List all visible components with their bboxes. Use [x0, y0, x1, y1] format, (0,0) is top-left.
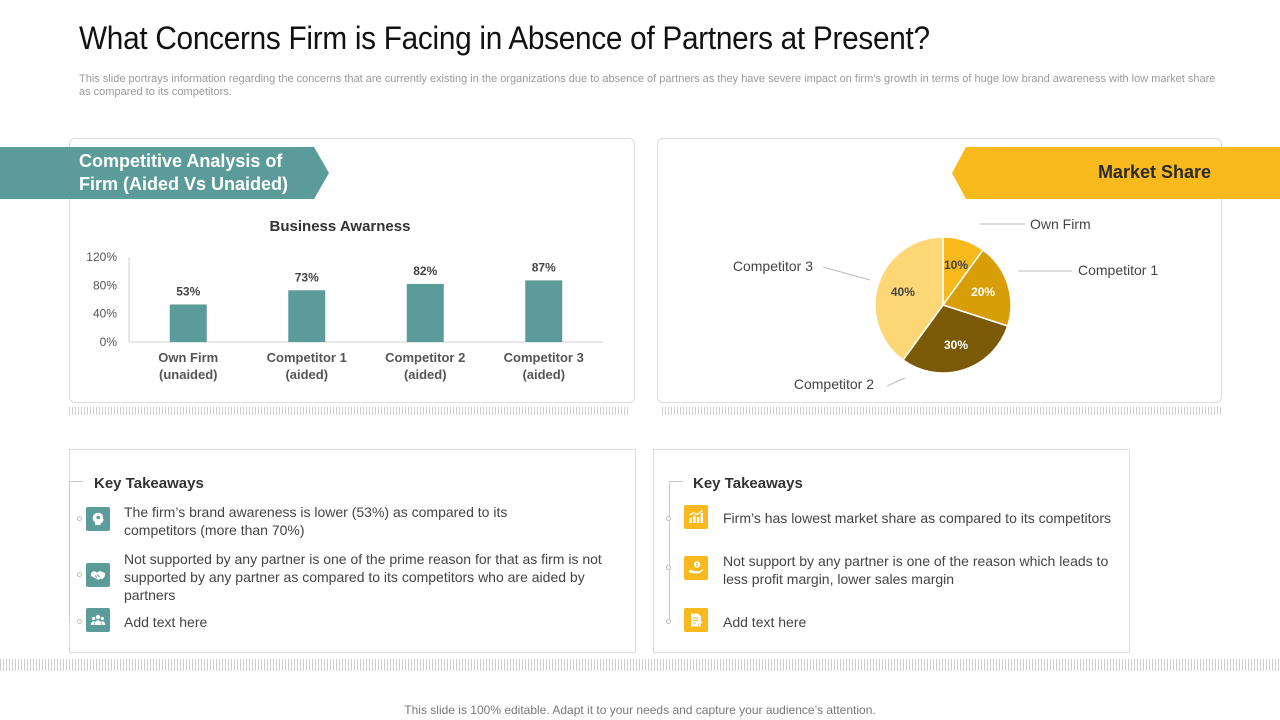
takeaways-right-panel: [653, 449, 1130, 653]
bottom-stripes: [0, 659, 1280, 671]
takeaway-right-1: Firm’s has lowest market share as compar…: [723, 510, 1111, 526]
takeaway-left-2: Not supported by any partner is one of t…: [124, 551, 602, 603]
hand-money-icon: [684, 556, 708, 580]
left-bullet-dot: [77, 619, 82, 624]
takeaway-right-2: Not support by any partner is one of the…: [723, 553, 1109, 587]
left-connector-top: [69, 481, 83, 482]
banner-line-1: Competitive Analysis of: [79, 151, 283, 171]
takeaways-right-title: Key Takeaways: [693, 475, 803, 492]
market-chart-icon: [684, 505, 708, 529]
handshake-icon: [86, 563, 110, 587]
right-connector-top: [669, 481, 683, 482]
left-connector-line: [69, 481, 70, 622]
bar-chart-title: Business Awarness: [269, 218, 411, 235]
takeaway-right-3: Add text here: [723, 614, 807, 630]
takeaway-left-3: Add text here: [124, 614, 208, 630]
head-idea-icon: [86, 507, 110, 531]
takeaway-left-1: The firm’s brand awareness is lower (53%…: [124, 504, 508, 538]
right-connector-line: [669, 481, 670, 622]
banner-line-2: Firm (Aided Vs Unaided): [79, 174, 289, 194]
right-panel-stripes: [662, 407, 1222, 415]
competitive-analysis-banner: Competitive Analysis of Firm (Aided Vs U…: [0, 147, 329, 199]
right-bullet-dot: [666, 516, 671, 521]
document-edit-icon: [684, 608, 708, 632]
right-bullet-dot: [666, 565, 671, 570]
takeaways-left-panel: [69, 449, 636, 653]
footer-note: This slide is 100% editable. Adapt it to…: [404, 703, 876, 717]
market-share-banner: Market Share: [952, 147, 1280, 199]
takeaways-left-title: Key Takeaways: [94, 475, 204, 492]
page-title: What Concerns Firm is Facing in Absence …: [79, 20, 930, 56]
left-bullet-dot: [77, 516, 82, 521]
right-bullet-dot: [666, 619, 671, 624]
page-subtitle: This slide portrays information regardin…: [79, 73, 1216, 98]
left-bullet-dot: [77, 572, 82, 577]
users-icon: [86, 608, 110, 632]
left-panel-stripes: [69, 407, 629, 415]
